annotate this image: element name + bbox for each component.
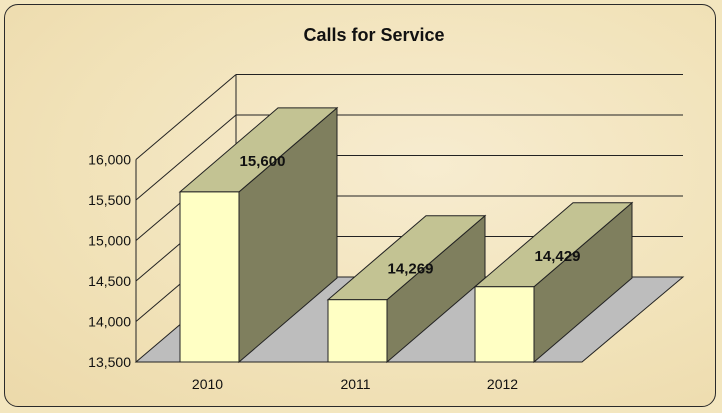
y-tick-label: 14,000 (88, 314, 131, 330)
chart-frame: Calls for Service 13,500 14,000 14,500 15,0… (4, 4, 716, 407)
y-tick-label: 13,500 (88, 354, 131, 370)
bar (179, 191, 240, 363)
data-label: 14,429 (535, 248, 581, 265)
chart-title: Calls for Service (303, 25, 444, 45)
plot-area: 13,500 14,000 14,500 15,000 15,500 16,000 15,6… (88, 74, 685, 392)
grid-diagonal (135, 74, 237, 160)
data-label: 14,269 (388, 261, 434, 278)
y-tick-label: 15,000 (88, 233, 131, 249)
x-tick-label: 2010 (192, 376, 223, 392)
y-tick-label: 14,500 (88, 273, 131, 289)
x-tick-label: 2012 (487, 376, 518, 392)
bar (474, 286, 535, 363)
chart-svg: Calls for Service 13,500 14,000 14,500 15,0… (88, 25, 685, 392)
data-label: 15,600 (240, 153, 286, 170)
x-tick-label: 2011 (340, 376, 370, 392)
y-tick-label: 16,000 (88, 152, 131, 168)
y-tick-label: 15,500 (88, 192, 131, 208)
bar (327, 299, 388, 363)
grid-diagonal (135, 114, 237, 201)
